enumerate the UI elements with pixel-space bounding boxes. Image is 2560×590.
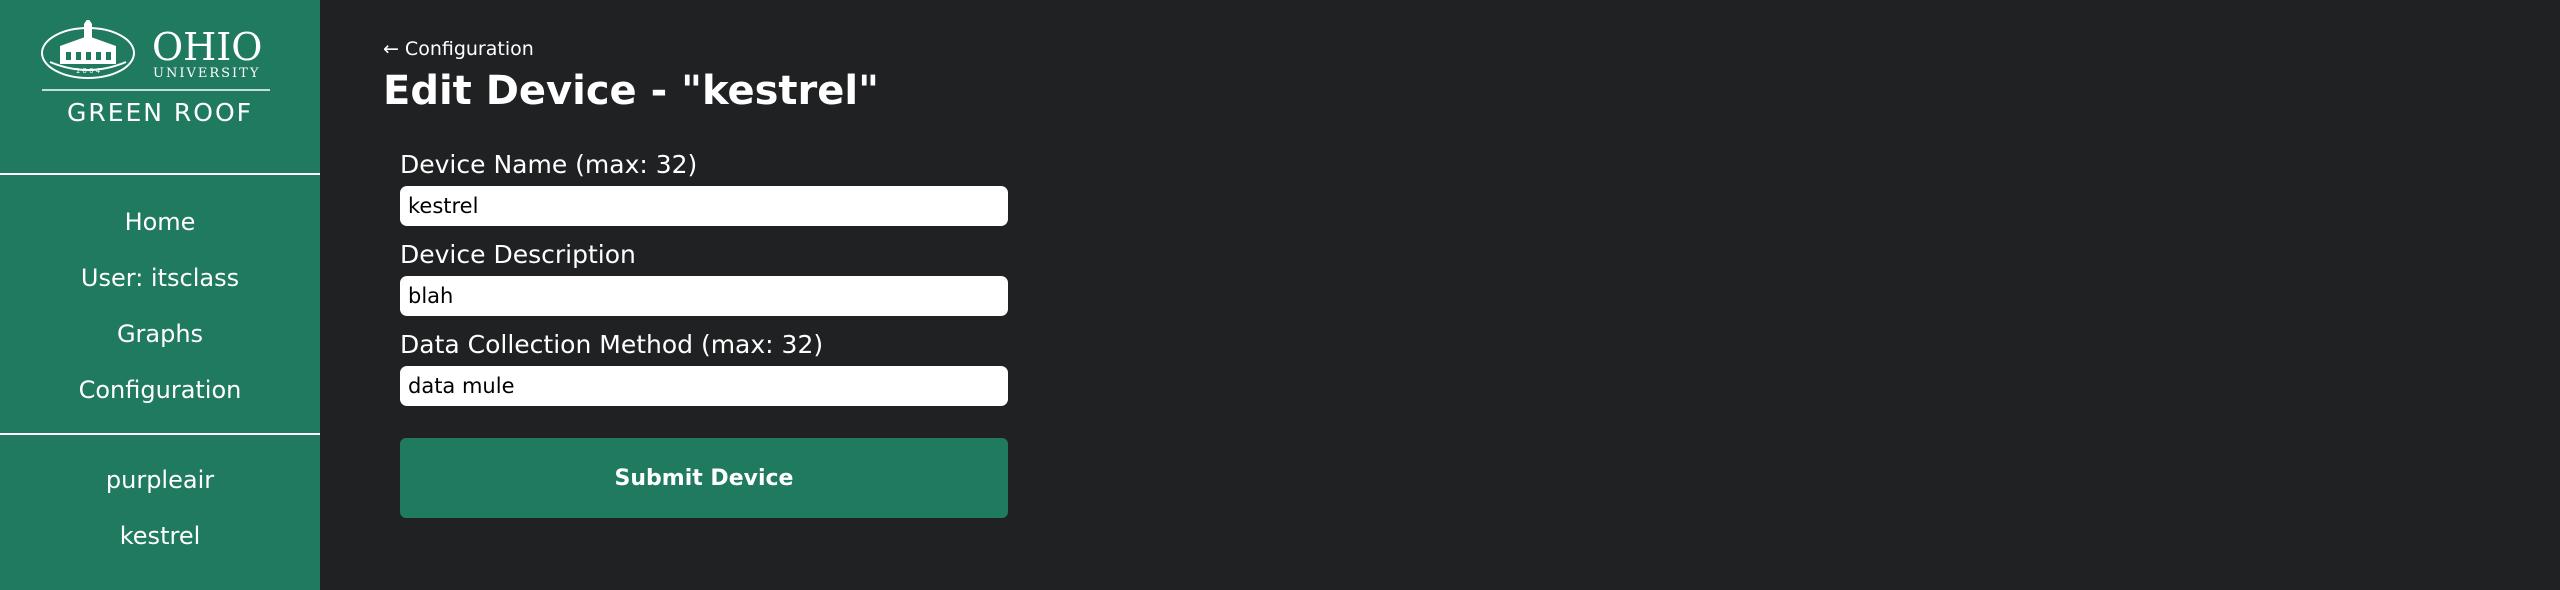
device-description-label: Device Description: [400, 240, 636, 269]
arrow-left-icon: ←: [383, 38, 399, 60]
sidebar-device-kestrel[interactable]: kestrel: [119, 522, 201, 550]
logo-wordmark: OHIO: [152, 25, 262, 69]
logo-year: 1 8 0 4: [76, 67, 101, 75]
sidebar-device-purpleair[interactable]: purpleair: [105, 466, 215, 494]
sidebar-item-user[interactable]: User: itsclass: [80, 264, 240, 292]
cutler-hall-emblem-icon: OHIO UNIVERSITY 1 8 0 4: [41, 20, 270, 91]
back-link-label: Configuration: [404, 38, 534, 60]
back-to-configuration-link[interactable]: ← Configuration: [383, 38, 534, 60]
sidebar-item-graphs[interactable]: Graphs: [116, 320, 204, 348]
sidebar-divider: [0, 173, 320, 175]
sidebar-nav: Home User: itsclass Graphs Configuration: [0, 194, 320, 418]
submit-device-button[interactable]: Submit Device: [400, 438, 1008, 518]
device-name-input[interactable]: [400, 186, 1008, 226]
sidebar-device-list: purpleair kestrel: [0, 452, 320, 564]
sidebar-divider: [0, 433, 320, 435]
data-collection-method-input[interactable]: [400, 366, 1008, 406]
sidebar-item-home[interactable]: Home: [124, 208, 196, 236]
logo-subtitle: UNIVERSITY: [153, 66, 260, 81]
data-collection-method-label: Data Collection Method (max: 32): [400, 330, 824, 359]
device-name-label: Device Name (max: 32): [400, 150, 698, 179]
page-title: Edit Device - "kestrel": [383, 68, 879, 114]
device-description-input[interactable]: [400, 276, 1008, 316]
sidebar: OHIO UNIVERSITY 1 8 0 4 GREEN ROOF Home …: [0, 0, 320, 590]
sidebar-item-configuration[interactable]: Configuration: [78, 376, 242, 404]
ohio-university-green-roof-logo[interactable]: OHIO UNIVERSITY 1 8 0 4 GREEN ROOF: [40, 20, 280, 135]
logo-tagline: GREEN ROOF: [66, 98, 254, 127]
